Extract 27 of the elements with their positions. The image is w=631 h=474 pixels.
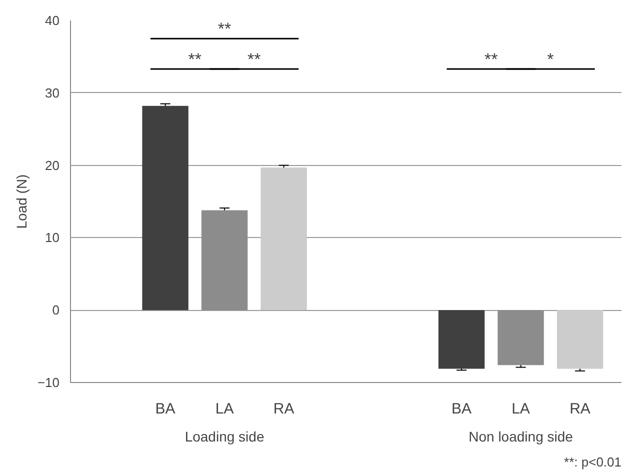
x-tick-label: LA <box>512 400 530 418</box>
annotation: ** <box>484 50 498 70</box>
bar <box>201 210 248 310</box>
text: Non loading side <box>468 428 574 444</box>
y-tick-label: 30 <box>45 85 60 100</box>
bar <box>556 310 604 369</box>
y-tick-label: −10 <box>37 375 60 390</box>
annotation: ** <box>248 50 262 70</box>
text: **: p<0.01 <box>564 454 622 470</box>
annotation: ** <box>188 50 202 70</box>
text: Loading side <box>184 428 264 444</box>
y-axis-title: Load (N) <box>13 174 30 229</box>
x-tick-label: RA <box>273 400 294 418</box>
bar <box>498 310 544 366</box>
bar <box>438 310 485 369</box>
x-tick-label: BA <box>452 400 472 418</box>
annotation: * <box>547 50 554 70</box>
annotation: ** <box>218 20 232 39</box>
y-tick-label: 40 <box>45 13 60 28</box>
x-tick-label: LA <box>215 400 234 418</box>
y-tick-label: 0 <box>52 302 60 318</box>
bar <box>260 167 307 310</box>
y-tick-label: 20 <box>45 158 60 173</box>
x-tick-label: RA <box>570 400 590 418</box>
bar <box>142 106 188 310</box>
x-tick-label: BA <box>155 400 176 418</box>
y-tick-label: 10 <box>45 230 60 246</box>
